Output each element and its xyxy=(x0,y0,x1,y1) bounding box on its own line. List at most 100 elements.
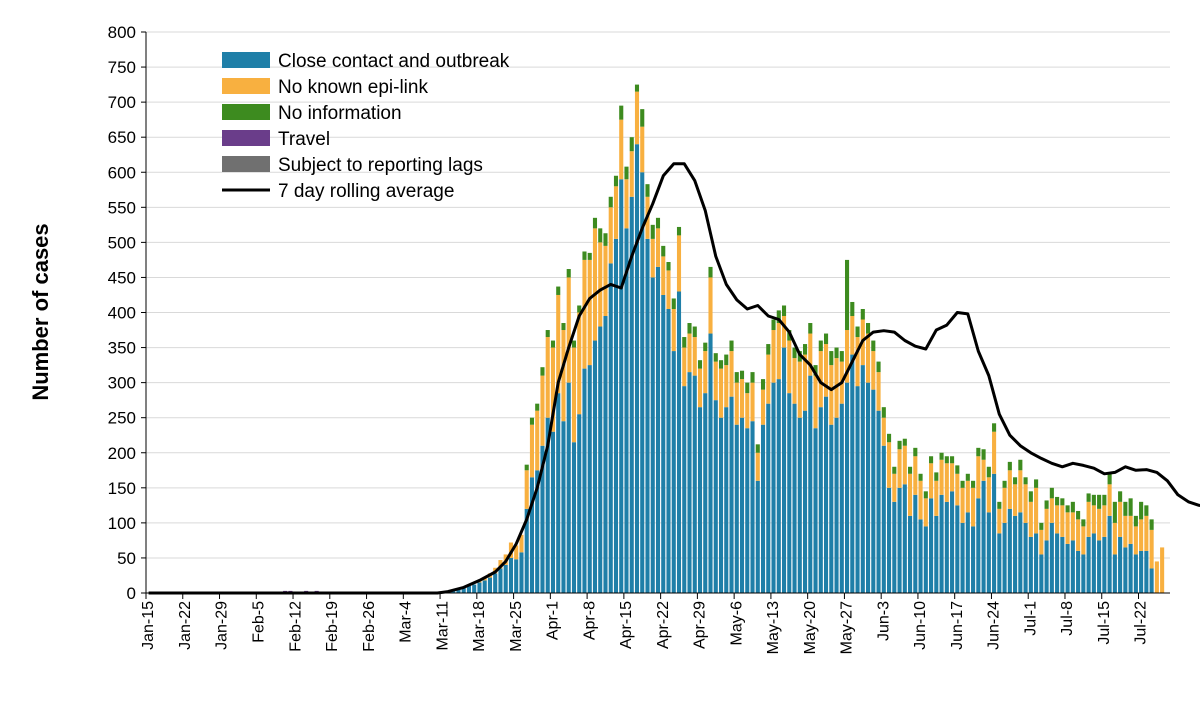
bar-segment xyxy=(582,259,587,369)
bar-segment xyxy=(703,342,708,352)
bar-segment xyxy=(965,512,970,593)
bar-segment xyxy=(655,217,661,229)
bar-segment xyxy=(1097,540,1102,593)
bar-segment xyxy=(823,344,829,397)
bar-segment xyxy=(697,407,703,593)
bar-segment xyxy=(944,456,949,464)
bar-segment xyxy=(860,308,865,320)
bar-segment xyxy=(577,312,582,415)
bar-segment xyxy=(871,340,876,352)
bar-segment xyxy=(1070,540,1075,593)
bar-segment xyxy=(771,330,776,383)
bar-segment xyxy=(1039,529,1044,555)
bar-segment xyxy=(1060,505,1065,537)
bar-segment xyxy=(624,228,629,593)
bar-segment xyxy=(1076,510,1081,520)
bar-segment xyxy=(923,526,928,593)
bar-segment xyxy=(456,589,461,593)
bar-segment xyxy=(876,372,881,411)
bar-segment xyxy=(566,382,571,593)
bar-segment xyxy=(582,368,587,593)
bar-segment xyxy=(1149,529,1154,569)
bar-segment xyxy=(1049,522,1054,593)
bar-segment xyxy=(971,480,976,488)
y-tick-label: 300 xyxy=(108,374,136,393)
bar-segment xyxy=(934,515,939,593)
x-tick-label: Mar-18 xyxy=(471,601,488,652)
bar-segment xyxy=(661,294,666,593)
bar-segment xyxy=(724,365,729,408)
bar-segment xyxy=(592,340,598,593)
bar-segment xyxy=(760,424,766,593)
bar-segment xyxy=(1034,479,1039,488)
bar-segment xyxy=(1013,484,1018,516)
bar-segment xyxy=(818,340,823,352)
bar-segment xyxy=(650,277,655,593)
bar-segment xyxy=(729,396,734,593)
bar-segment xyxy=(640,109,645,127)
bar-segment xyxy=(787,340,792,394)
bar-segment xyxy=(766,403,771,593)
bar-segment xyxy=(1023,522,1028,593)
bar-segment xyxy=(598,242,603,327)
bar-segment xyxy=(808,375,813,593)
bar-segment xyxy=(934,472,939,481)
bar-segment xyxy=(771,319,776,331)
bar-segment xyxy=(1065,505,1070,513)
bar-segment xyxy=(897,449,902,488)
bar-segment xyxy=(981,480,986,593)
bar-segment xyxy=(687,323,692,334)
bar-segment xyxy=(892,466,897,474)
bar-segment xyxy=(939,452,944,460)
bar-segment xyxy=(834,347,839,359)
bar-segment xyxy=(855,386,860,593)
bar-segment xyxy=(613,238,619,593)
bar-segment xyxy=(1028,536,1033,593)
bar-segment xyxy=(655,266,661,593)
bar-segment xyxy=(892,473,897,502)
bar-segment xyxy=(766,344,771,355)
legend-label: Travel xyxy=(278,129,330,150)
x-tick-label: Feb-12 xyxy=(287,601,304,652)
bar-segment xyxy=(545,330,550,338)
bar-segment xyxy=(1007,470,1012,509)
bar-segment xyxy=(1086,501,1091,537)
bar-segment xyxy=(855,326,860,338)
bar-segment xyxy=(571,340,577,348)
bar-segment xyxy=(855,337,860,387)
bar-segment xyxy=(666,270,671,309)
bar-segment xyxy=(682,386,687,593)
bar-segment xyxy=(950,491,955,593)
bar-segment xyxy=(634,84,640,92)
bar-segment xyxy=(866,323,871,334)
x-tick-label: Apr-29 xyxy=(692,601,709,649)
x-tick-label: May-27 xyxy=(839,601,856,654)
y-tick-label: 150 xyxy=(108,479,136,498)
bar-segment xyxy=(535,410,540,471)
bar-segment xyxy=(718,368,724,418)
bar-segment xyxy=(839,351,844,362)
bar-segment xyxy=(1128,543,1133,593)
bar-segment xyxy=(650,238,655,278)
bar-segment xyxy=(1018,512,1023,593)
bar-segment xyxy=(540,367,545,376)
bar-segment xyxy=(866,382,871,593)
bar-segment xyxy=(876,410,881,593)
y-tick-label: 500 xyxy=(108,233,136,252)
bar-segment xyxy=(829,365,834,425)
bar-segment xyxy=(908,515,913,593)
bar-segment xyxy=(992,431,997,474)
bar-segment xyxy=(550,340,556,348)
bar-segment xyxy=(802,344,808,355)
bar-segment xyxy=(666,308,671,593)
bar-segment xyxy=(1070,512,1075,541)
bar-segment xyxy=(1055,533,1060,593)
bar-segment xyxy=(718,417,724,593)
bar-segment xyxy=(997,501,1002,509)
bar-segment xyxy=(1034,533,1039,593)
bar-segment xyxy=(871,389,876,593)
bar-segment xyxy=(802,354,808,411)
bar-segment xyxy=(556,294,561,394)
x-tick-label: Jun-24 xyxy=(986,601,1003,650)
bar-segment xyxy=(1065,512,1070,544)
